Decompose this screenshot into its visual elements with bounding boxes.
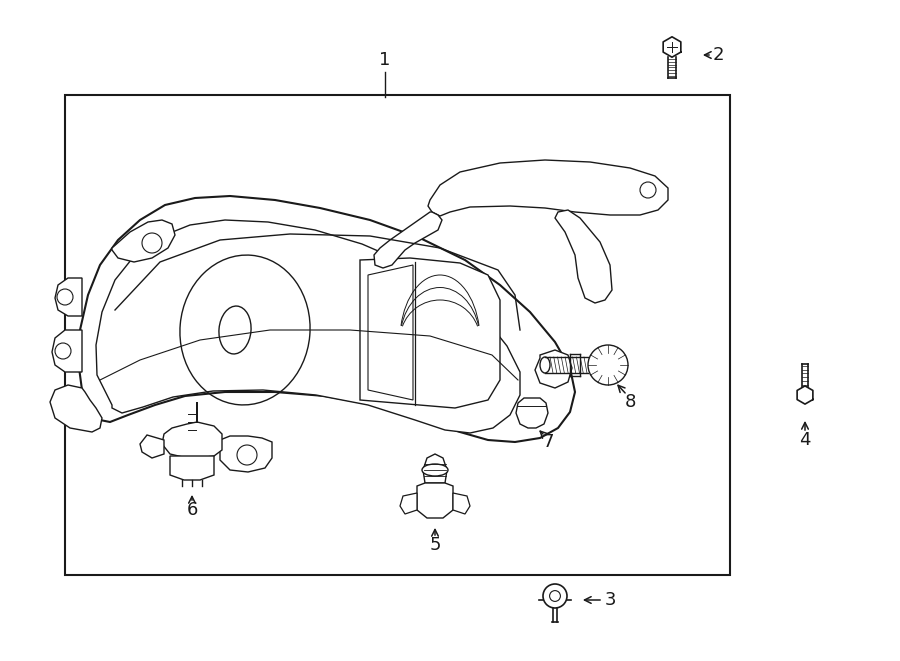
Circle shape bbox=[142, 233, 162, 253]
Polygon shape bbox=[428, 160, 668, 216]
Polygon shape bbox=[140, 435, 164, 458]
Circle shape bbox=[237, 445, 257, 465]
Polygon shape bbox=[220, 436, 272, 472]
Polygon shape bbox=[55, 278, 82, 316]
Polygon shape bbox=[162, 402, 222, 458]
Polygon shape bbox=[400, 493, 417, 514]
Circle shape bbox=[588, 345, 628, 385]
Polygon shape bbox=[374, 212, 442, 268]
Text: 7: 7 bbox=[542, 433, 554, 451]
Text: 5: 5 bbox=[429, 536, 441, 554]
Text: 8: 8 bbox=[625, 393, 635, 411]
Text: 6: 6 bbox=[186, 501, 198, 519]
Circle shape bbox=[543, 584, 567, 608]
Ellipse shape bbox=[422, 464, 448, 476]
Polygon shape bbox=[96, 220, 520, 433]
Text: 4: 4 bbox=[799, 431, 811, 449]
Text: 2: 2 bbox=[712, 46, 724, 64]
Text: 1: 1 bbox=[379, 51, 391, 69]
Polygon shape bbox=[368, 265, 413, 400]
Circle shape bbox=[57, 289, 73, 305]
Polygon shape bbox=[170, 456, 214, 480]
Polygon shape bbox=[112, 220, 175, 262]
Polygon shape bbox=[535, 350, 572, 388]
Polygon shape bbox=[555, 210, 612, 303]
Circle shape bbox=[55, 343, 71, 359]
Polygon shape bbox=[417, 483, 453, 518]
Text: 3: 3 bbox=[604, 591, 616, 609]
Circle shape bbox=[640, 182, 656, 198]
Bar bbox=[65, 95, 730, 575]
Polygon shape bbox=[52, 330, 82, 372]
Polygon shape bbox=[453, 493, 470, 514]
Polygon shape bbox=[360, 258, 500, 408]
Ellipse shape bbox=[540, 357, 550, 373]
Polygon shape bbox=[50, 385, 102, 432]
Polygon shape bbox=[516, 398, 548, 428]
Polygon shape bbox=[423, 454, 447, 483]
Polygon shape bbox=[78, 196, 575, 442]
